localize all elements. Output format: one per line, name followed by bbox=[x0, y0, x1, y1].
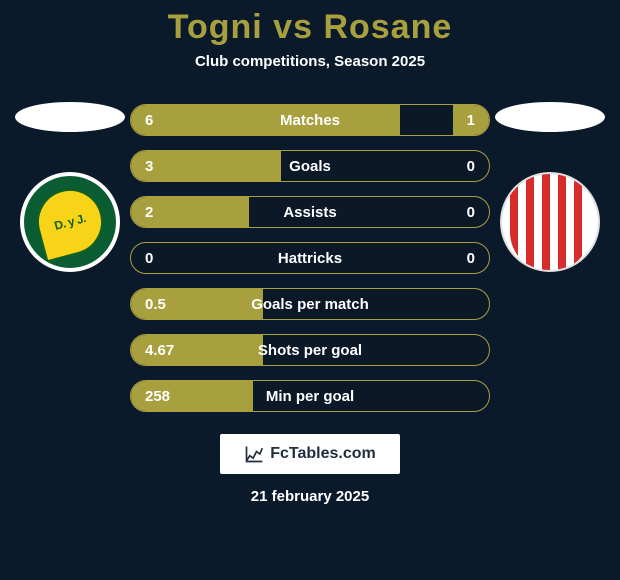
stat-bar: 4.67Shots per goal bbox=[130, 334, 490, 366]
stat-label: Goals bbox=[131, 158, 489, 175]
brand-badge: FcTables.com bbox=[220, 434, 400, 474]
stats-column: 6Matches13Goals02Assists00Hattricks00.5G… bbox=[130, 104, 490, 412]
main-row: D. y J. 6Matches13Goals02Assists00Hattri… bbox=[0, 98, 620, 412]
brand-text: FcTables.com bbox=[270, 445, 376, 463]
chart-icon bbox=[244, 444, 264, 464]
stat-label: Goals per match bbox=[131, 296, 489, 313]
stat-bar: 3Goals0 bbox=[130, 150, 490, 182]
stat-bar: 2Assists0 bbox=[130, 196, 490, 228]
club-right-stripes bbox=[510, 172, 590, 272]
player-right-avatar bbox=[495, 102, 605, 132]
stat-label: Matches bbox=[131, 112, 489, 129]
comparison-card: Togni vs Rosane Club competitions, Seaso… bbox=[0, 0, 620, 580]
stat-bar: 258Min per goal bbox=[130, 380, 490, 412]
stat-label: Hattricks bbox=[131, 250, 489, 267]
stat-bar: 0Hattricks0 bbox=[130, 242, 490, 274]
stat-label: Assists bbox=[131, 204, 489, 221]
player-right-col bbox=[490, 98, 610, 272]
player-left-avatar bbox=[15, 102, 125, 132]
stat-value-right: 0 bbox=[467, 204, 475, 221]
club-left-shield: D. y J. bbox=[20, 172, 120, 272]
stat-value-right: 0 bbox=[467, 158, 475, 175]
club-left-initials: D. y J. bbox=[30, 182, 111, 263]
stat-value-right: 1 bbox=[467, 112, 475, 129]
stat-bar: 6Matches1 bbox=[130, 104, 490, 136]
stat-label: Shots per goal bbox=[131, 342, 489, 359]
stat-bar: 0.5Goals per match bbox=[130, 288, 490, 320]
club-right-shield bbox=[500, 172, 600, 272]
player-left-col: D. y J. bbox=[10, 98, 130, 272]
subtitle: Club competitions, Season 2025 bbox=[195, 53, 425, 70]
stat-value-right: 0 bbox=[467, 250, 475, 267]
stat-label: Min per goal bbox=[131, 388, 489, 405]
footer-date: 21 february 2025 bbox=[251, 488, 369, 505]
page-title: Togni vs Rosane bbox=[168, 8, 453, 47]
